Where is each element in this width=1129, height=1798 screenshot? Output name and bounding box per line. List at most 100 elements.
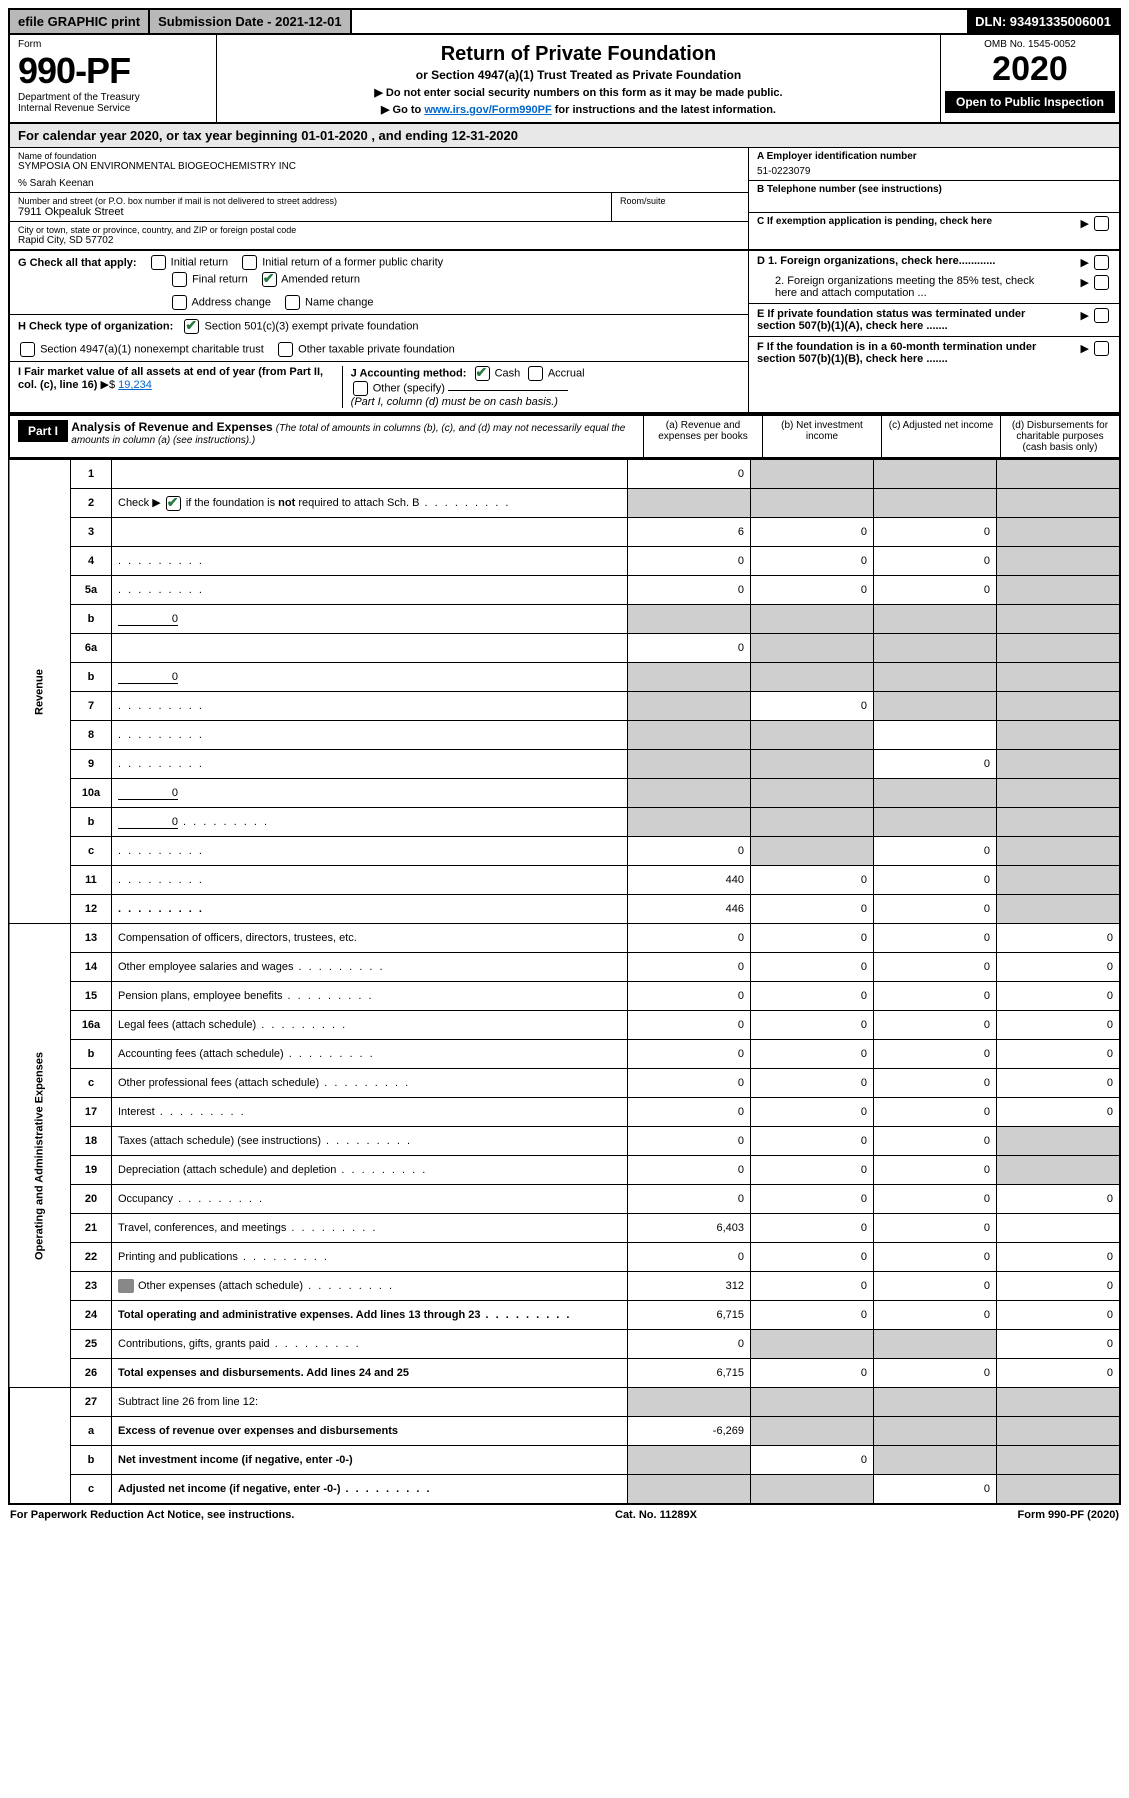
g-initial-former: Initial return of a former public charit… — [240, 255, 443, 270]
i-j-row: I Fair market value of all assets at end… — [10, 362, 748, 412]
line-description — [112, 576, 628, 605]
line-number: b — [71, 1040, 112, 1069]
table-cell — [751, 1417, 874, 1446]
efile-label[interactable]: efile GRAPHIC print — [10, 10, 150, 33]
table-cell: 0 — [751, 518, 874, 547]
table-cell: 0 — [874, 895, 997, 924]
table-cell: 0 — [997, 1330, 1121, 1359]
table-cell — [874, 489, 997, 518]
table-cell — [997, 866, 1121, 895]
table-cell: 0 — [751, 1040, 874, 1069]
table-row: 25Contributions, gifts, grants paid00 — [9, 1330, 1120, 1359]
table-cell: 0 — [751, 1359, 874, 1388]
table-cell — [997, 460, 1121, 489]
line-description: Check ▶ if the foundation is not require… — [112, 489, 628, 518]
j-label: J Accounting method: — [351, 367, 467, 379]
table-cell — [997, 576, 1121, 605]
d2-checkbox[interactable] — [1094, 275, 1109, 290]
table-row: 2Check ▶ if the foundation is not requir… — [9, 489, 1120, 518]
table-row: 16aLegal fees (attach schedule)0000 — [9, 1011, 1120, 1040]
table-cell: 6,715 — [628, 1301, 751, 1330]
table-cell — [997, 895, 1121, 924]
other-method-checkbox[interactable] — [353, 381, 368, 396]
table-cell — [874, 1417, 997, 1446]
table-cell: 440 — [628, 866, 751, 895]
table-cell — [874, 721, 997, 750]
table-cell: 0 — [874, 1214, 997, 1243]
table-cell: 0 — [874, 837, 997, 866]
table-row: 70 — [9, 692, 1120, 721]
c-checkbox[interactable] — [1094, 216, 1109, 231]
line-number: 5a — [71, 576, 112, 605]
f-checkbox[interactable] — [1094, 341, 1109, 356]
table-cell — [628, 605, 751, 634]
4947-checkbox[interactable] — [20, 342, 35, 357]
amended-return-checkbox[interactable] — [262, 272, 277, 287]
line-description: Pension plans, employee benefits — [112, 982, 628, 1011]
attachment-icon[interactable] — [118, 1279, 134, 1293]
other-specify-field[interactable] — [448, 390, 568, 391]
line-number: c — [71, 1475, 112, 1505]
line-description — [112, 460, 628, 489]
ssn-warning: ▶ Do not enter social security numbers o… — [229, 86, 928, 99]
initial-return-checkbox[interactable] — [151, 255, 166, 270]
table-cell — [751, 460, 874, 489]
table-cell — [997, 837, 1121, 866]
table-cell — [751, 750, 874, 779]
4947-label: Section 4947(a)(1) nonexempt charitable … — [40, 343, 264, 355]
line-description — [112, 895, 628, 924]
line-description: 0 — [112, 779, 628, 808]
line-description: Legal fees (attach schedule) — [112, 1011, 628, 1040]
line-number: a — [71, 1417, 112, 1446]
table-row: cOther professional fees (attach schedul… — [9, 1069, 1120, 1098]
e-checkbox[interactable] — [1094, 308, 1109, 323]
accrual-checkbox[interactable] — [528, 366, 543, 381]
line-description: 0 — [112, 663, 628, 692]
omb-number: OMB No. 1545-0052 — [945, 39, 1115, 50]
table-cell: 0 — [874, 1127, 997, 1156]
fmv-value[interactable]: 19,234 — [118, 379, 152, 391]
initial-former-checkbox[interactable] — [242, 255, 257, 270]
d1-checkbox[interactable] — [1094, 255, 1109, 270]
line-number: 24 — [71, 1301, 112, 1330]
telephone-cell: B Telephone number (see instructions) — [749, 181, 1119, 213]
line-description — [112, 866, 628, 895]
line-number: 2 — [71, 489, 112, 518]
table-cell — [874, 779, 997, 808]
line-description: Total expenses and disbursements. Add li… — [112, 1359, 628, 1388]
table-cell — [997, 663, 1121, 692]
table-cell: 0 — [874, 1301, 997, 1330]
table-cell — [874, 605, 997, 634]
exemption-pending-cell: C If exemption application is pending, c… — [749, 213, 1119, 234]
table-cell — [751, 1475, 874, 1505]
table-cell: 0 — [874, 1098, 997, 1127]
table-cell — [997, 605, 1121, 634]
line-number: 16a — [71, 1011, 112, 1040]
addr-label: Number and street (or P.O. box number if… — [18, 196, 603, 206]
calendar-year-row: For calendar year 2020, or tax year begi… — [8, 124, 1121, 148]
table-cell: 0 — [751, 1214, 874, 1243]
final-return-checkbox[interactable] — [172, 272, 187, 287]
instructions-link[interactable]: www.irs.gov/Form990PF — [424, 104, 551, 116]
foundation-name: SYMPOSIA ON ENVIRONMENTAL BIOGEOCHEMISTR… — [18, 161, 740, 172]
g-amended: Amended return — [260, 272, 360, 287]
line-description: Travel, conferences, and meetings — [112, 1214, 628, 1243]
table-cell: 446 — [628, 895, 751, 924]
other-taxable-checkbox[interactable] — [278, 342, 293, 357]
table-cell: 0 — [751, 953, 874, 982]
g-initial: Initial return — [149, 255, 229, 270]
cash-checkbox[interactable] — [475, 366, 490, 381]
table-cell: 0 — [628, 982, 751, 1011]
g-row2: Final return Amended return — [10, 272, 748, 291]
line-description: Occupancy — [112, 1185, 628, 1214]
schb-checkbox[interactable] — [166, 496, 181, 511]
city-label: City or town, state or province, country… — [18, 225, 740, 235]
name-change-checkbox[interactable] — [285, 295, 300, 310]
501c3-checkbox[interactable] — [184, 319, 199, 334]
line-number: c — [71, 1069, 112, 1098]
address-change-checkbox[interactable] — [172, 295, 187, 310]
line-number: 1 — [71, 460, 112, 489]
line-number: 15 — [71, 982, 112, 1011]
line-description: Contributions, gifts, grants paid — [112, 1330, 628, 1359]
line-description: Adjusted net income (if negative, enter … — [112, 1475, 628, 1505]
